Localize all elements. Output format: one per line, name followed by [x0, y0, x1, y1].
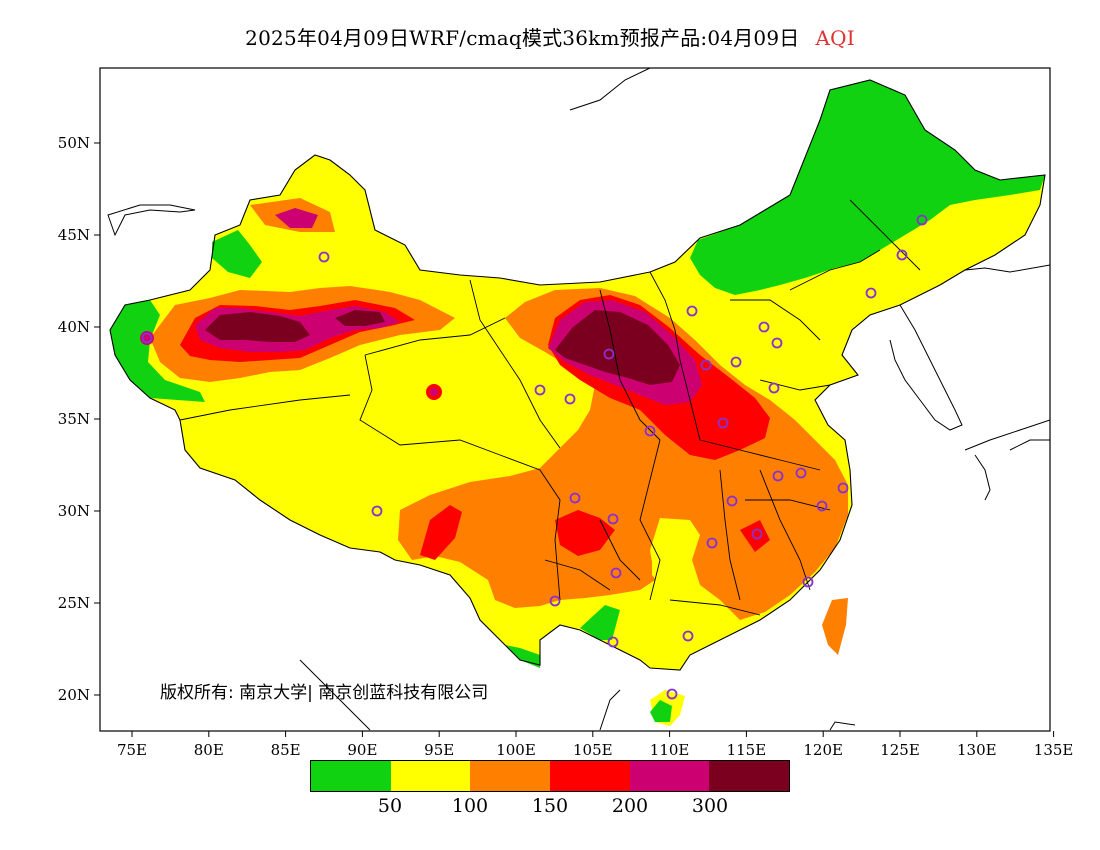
- legend-label: 200: [611, 795, 649, 817]
- city-marker: [795, 467, 807, 479]
- lat-tick-label: 40N: [58, 318, 90, 336]
- region-very-unhealthy-xj-n: [275, 208, 318, 228]
- legend-label: 300: [691, 795, 729, 817]
- spot-qinghai-core: [430, 388, 438, 396]
- legend-box-moderate: [390, 761, 471, 791]
- region-unhealthy-zhejiang: [740, 520, 770, 552]
- province-boundaries: [179, 199, 921, 616]
- latitude-axis: 50N 45N 40N 35N 30N 25N 20N: [58, 134, 100, 704]
- title-text: 2025年04月09日WRF/cmaq模式36km预报产品:04月09日: [245, 26, 800, 50]
- city-marker: [816, 500, 828, 512]
- legend-label: 50: [377, 795, 403, 817]
- lat-tick-label: 20N: [58, 686, 90, 704]
- city-marker: [865, 287, 877, 299]
- region-moderate-hunan: [652, 520, 700, 600]
- city-marker: [686, 305, 698, 317]
- region-hazardous-north: [555, 310, 680, 385]
- region-taiwan: [822, 598, 848, 655]
- lat-tick-label: 25N: [58, 594, 90, 612]
- city-marker: [751, 528, 763, 540]
- city-marker: [768, 382, 780, 394]
- longitude-axis: 75E 80E 85E 90E 95E 100E 105E 110E 115E 120E 125E 1…: [117, 731, 1073, 759]
- lon-tick-label: 90E: [347, 741, 377, 759]
- city-marker: [837, 482, 849, 494]
- lat-tick-label: 35N: [58, 410, 90, 428]
- city-marker: [569, 492, 581, 504]
- city-marker: [141, 332, 153, 344]
- region-sensitive-central: [398, 288, 848, 620]
- legend-box-sensitive: [470, 761, 551, 791]
- lon-tick-label: 120E: [803, 741, 843, 759]
- lon-tick-label: 110E: [650, 741, 690, 759]
- lon-tick-label: 100E: [496, 741, 536, 759]
- city-marker: [706, 537, 718, 549]
- city-marker: [610, 567, 622, 579]
- legend-box-very-unhealthy: [629, 761, 710, 791]
- region-good-xinjiang-w: [110, 300, 205, 402]
- region-hazardous-xinjiang: [205, 312, 310, 342]
- legend-box-good: [311, 761, 391, 791]
- map-content: [107, 68, 1050, 731]
- lon-tick-label: 130E: [957, 741, 997, 759]
- city-marker: [717, 417, 729, 429]
- lon-tick-label: 125E: [880, 741, 920, 759]
- region-unhealthy-tibet: [420, 505, 462, 560]
- city-markers: [141, 214, 928, 700]
- city-marker: [603, 348, 615, 360]
- chart-title: 2025年04月09日WRF/cmaq模式36km预报产品:04月09日 AQI: [0, 22, 1100, 51]
- lon-tick-label: 95E: [424, 741, 454, 759]
- city-marker: [318, 251, 330, 263]
- city-marker: [534, 384, 546, 396]
- city-marker: [771, 337, 783, 349]
- region-good-xinjiang-n: [212, 230, 262, 278]
- lat-tick-label: 50N: [58, 134, 90, 152]
- copyright-text: 版权所有: 南京大学| 南京创蓝科技有限公司: [160, 683, 488, 703]
- region-good-yunnan-s: [580, 605, 620, 640]
- city-marker: [564, 393, 576, 405]
- city-marker: [549, 595, 561, 607]
- legend-box-hazardous: [709, 761, 790, 791]
- city-marker: [607, 513, 619, 525]
- city-marker: [802, 576, 814, 588]
- lon-tick-label: 75E: [117, 741, 147, 759]
- city-marker: [896, 249, 908, 261]
- lon-tick-label: 80E: [194, 741, 224, 759]
- city-marker: [371, 505, 383, 517]
- region-good-hainan: [650, 700, 672, 722]
- lon-tick-label: 105E: [573, 741, 613, 759]
- city-marker: [607, 636, 619, 648]
- lat-tick-label: 30N: [58, 502, 90, 520]
- city-marker: [772, 470, 784, 482]
- color-legend: [310, 760, 790, 792]
- coastlines: [107, 68, 1050, 731]
- region-good-northeast: [690, 80, 1045, 295]
- city-marker: [682, 630, 694, 642]
- legend-label: 150: [531, 795, 569, 817]
- region-unhealthy-sichuan: [555, 510, 615, 556]
- lon-tick-label: 85E: [271, 741, 301, 759]
- region-hazardous-xj-east: [335, 310, 385, 326]
- city-marker: [700, 359, 712, 371]
- lat-tick-label: 45N: [58, 226, 90, 244]
- city-marker: [916, 214, 928, 226]
- legend-box-unhealthy: [550, 761, 630, 791]
- lon-tick-label: 115E: [727, 741, 767, 759]
- city-marker: [726, 495, 738, 507]
- city-marker: [644, 425, 656, 437]
- map-frame: [99, 67, 1051, 732]
- city-marker: [758, 321, 770, 333]
- legend-label: 100: [451, 795, 489, 817]
- lon-tick-label: 135E: [1034, 741, 1074, 759]
- city-marker: [666, 688, 678, 700]
- city-marker: [730, 356, 742, 368]
- country-outline: [109, 79, 1046, 671]
- variable-label: AQI: [815, 26, 855, 50]
- legend-labels: 50 100 150 200 300: [0, 795, 1100, 819]
